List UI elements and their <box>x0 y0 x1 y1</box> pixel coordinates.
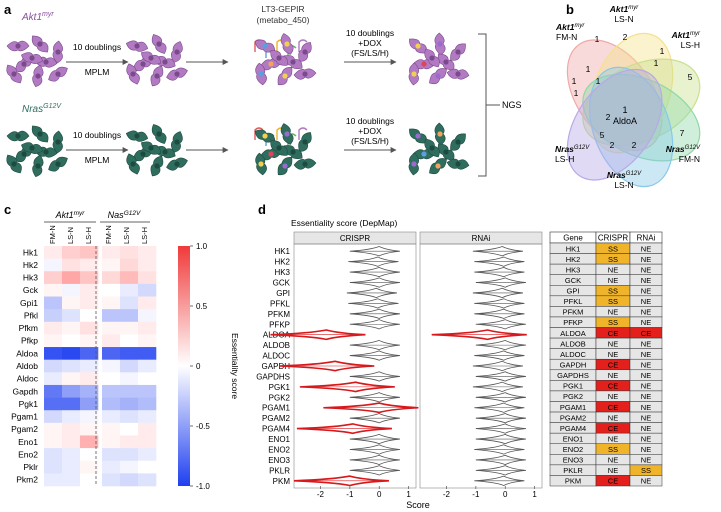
akt-step1-bottom: MPLM <box>85 67 110 77</box>
nras-step3-2: +DOX <box>358 126 382 136</box>
cell-clusters <box>6 32 470 178</box>
cell-nucleus <box>455 49 461 55</box>
cell-nucleus <box>421 151 427 157</box>
cell-nucleus <box>302 71 308 77</box>
cell-nucleus <box>302 139 308 145</box>
cell-nucleus <box>55 71 61 77</box>
cell-nucleus <box>15 133 21 139</box>
cell-nucleus <box>282 163 288 169</box>
cell-nucleus <box>421 61 427 67</box>
cell-nucleus <box>29 55 35 61</box>
cell-nucleus <box>21 151 27 157</box>
cell-nucleus <box>455 161 461 167</box>
cell-nucleus <box>174 139 180 145</box>
cell-nucleus <box>435 163 441 169</box>
vector-hairpin <box>298 39 308 52</box>
cell-nucleus <box>302 49 308 55</box>
cell-nucleus <box>156 131 162 137</box>
cell-nucleus <box>443 59 449 65</box>
cell-nucleus <box>429 55 435 61</box>
cell-nucleus <box>455 139 461 145</box>
cell-nucleus <box>282 73 288 79</box>
cell-nucleus <box>268 151 274 157</box>
library-label-2: (metabo_450) <box>257 15 310 25</box>
cell-nucleus <box>262 43 268 49</box>
ngs-label: NGS <box>502 100 522 110</box>
cell-nucleus <box>140 151 146 157</box>
cell-nucleus <box>140 61 146 67</box>
cell-nucleus <box>148 145 154 151</box>
cell-nucleus <box>276 55 282 61</box>
cell-nucleus <box>134 133 140 139</box>
cell-nucleus <box>258 161 264 167</box>
nras-step3-1: 10 doublings <box>346 116 394 126</box>
cell-nucleus <box>55 139 61 145</box>
cell-nucleus <box>276 145 282 151</box>
cell-nucleus <box>148 55 154 61</box>
cell-nucleus <box>415 133 421 139</box>
cell-nucleus <box>21 61 27 67</box>
cell-nucleus <box>437 41 443 47</box>
cell-nucleus <box>411 71 417 77</box>
cell-nucleus <box>43 59 49 65</box>
cell-nucleus <box>37 41 43 47</box>
cell-nucleus <box>35 163 41 169</box>
vector-hairpin <box>298 127 308 140</box>
cell-nucleus <box>130 71 136 77</box>
cell-nucleus <box>415 43 421 49</box>
cell-nucleus <box>154 73 160 79</box>
cell-nucleus <box>174 71 180 77</box>
akt-step3-1: 10 doublings <box>346 28 394 38</box>
nras-step1-top: 10 doublings <box>73 130 121 140</box>
cell-nucleus <box>11 71 17 77</box>
cell-nucleus <box>174 49 180 55</box>
cell-nucleus <box>455 71 461 77</box>
cell-nucleus <box>174 161 180 167</box>
nras-step1-bottom: MPLM <box>85 155 110 165</box>
akt-step1-top: 10 doublings <box>73 42 121 52</box>
cell-nucleus <box>411 161 417 167</box>
cell-nucleus <box>302 161 308 167</box>
cell-nucleus <box>284 131 290 137</box>
cell-nucleus <box>15 43 21 49</box>
cell-nucleus <box>134 43 140 49</box>
ngs-bracket <box>478 33 487 177</box>
cell-nucleus <box>11 161 17 167</box>
cell-nucleus <box>162 149 168 155</box>
cell-nucleus <box>130 161 136 167</box>
cell-nucleus <box>154 163 160 169</box>
cell-nucleus <box>429 145 435 151</box>
cell-nucleus <box>35 73 41 79</box>
cell-nucleus <box>268 61 274 67</box>
cell-nucleus <box>43 149 49 155</box>
nras-step3-3: (FS/LS/H) <box>351 136 389 146</box>
cell-nucleus <box>284 41 290 47</box>
cell-nucleus <box>435 73 441 79</box>
library-label-1: LT3-GEPIR <box>261 4 304 14</box>
cell-nucleus <box>162 59 168 65</box>
vector-hairpin <box>254 127 264 140</box>
cell-nucleus <box>156 41 162 47</box>
nras-label: NrasG12V <box>22 103 62 115</box>
cell-nucleus <box>290 149 296 155</box>
cell-nucleus <box>37 131 43 137</box>
cell-nucleus <box>55 49 61 55</box>
cell-nucleus <box>55 161 61 167</box>
cell-nucleus <box>437 131 443 137</box>
cell-nucleus <box>290 59 296 65</box>
akt-step3-2: +DOX <box>358 38 382 48</box>
cell-nucleus <box>29 145 35 151</box>
cell-nucleus <box>258 71 264 77</box>
akt-label: Akt1myr <box>21 11 54 23</box>
cell-nucleus <box>443 149 449 155</box>
cell-nucleus <box>262 133 268 139</box>
panel-a-label: a <box>4 2 12 17</box>
akt-step3-3: (FS/LS/H) <box>351 48 389 58</box>
